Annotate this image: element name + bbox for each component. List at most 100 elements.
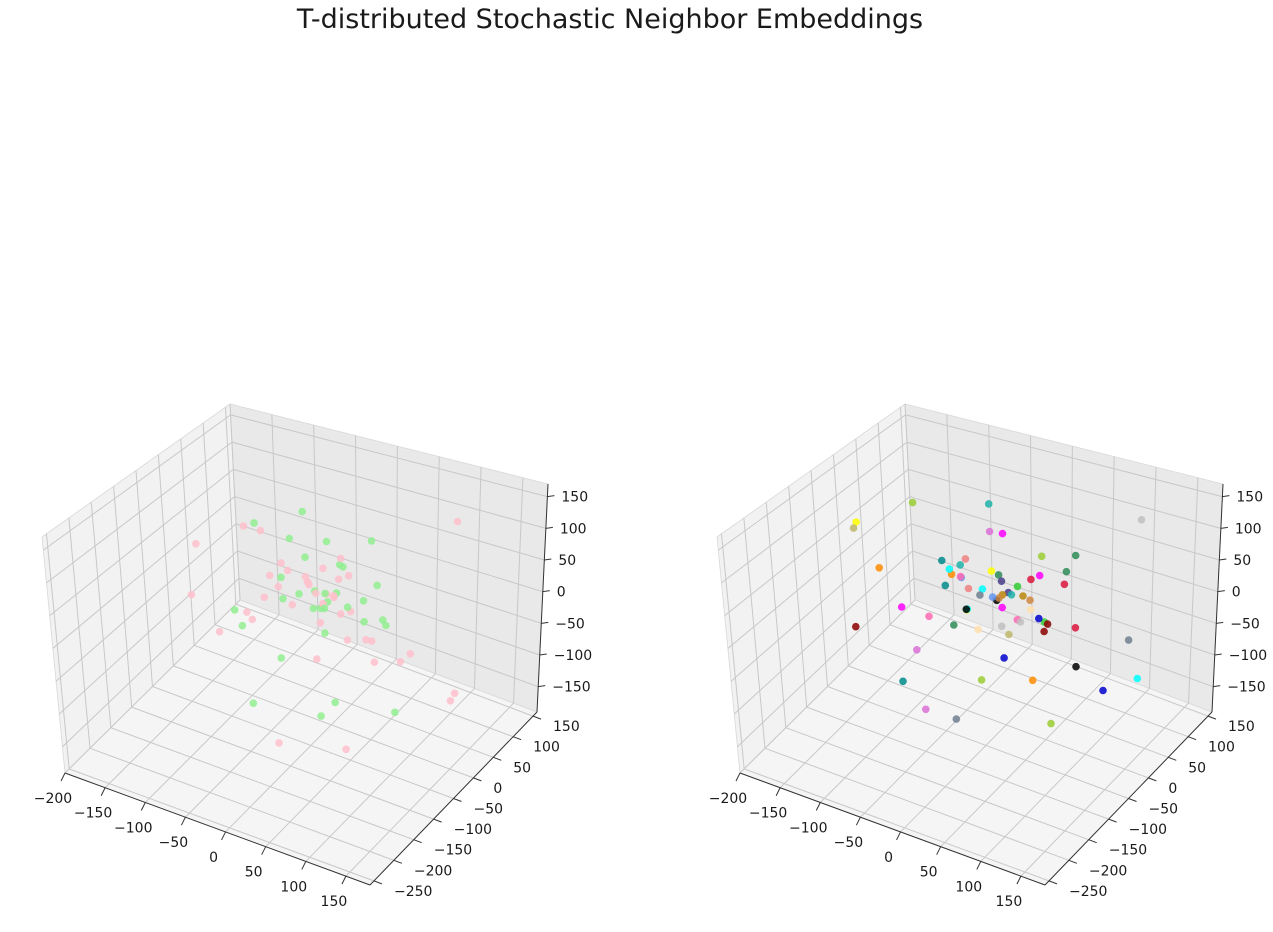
y-tick-mark bbox=[473, 777, 482, 782]
z-grid-back bbox=[231, 441, 546, 529]
z-tick-label: −100 bbox=[554, 648, 592, 664]
y-tick-label: 100 bbox=[1208, 740, 1235, 756]
y-tick-label: 50 bbox=[1188, 760, 1206, 776]
y-tick-label: −50 bbox=[474, 802, 504, 818]
x-tick-label: −50 bbox=[834, 835, 864, 851]
scatter-point bbox=[994, 571, 1003, 579]
z-tick-label: 0 bbox=[557, 585, 566, 601]
scatter-point bbox=[330, 593, 338, 602]
z-tick-label: −50 bbox=[555, 616, 585, 632]
scatter-point bbox=[1019, 592, 1027, 600]
z-tick-label: −150 bbox=[552, 680, 590, 696]
scatter-point bbox=[998, 529, 1007, 538]
y-grid-floor bbox=[848, 665, 1149, 779]
z-tick-label: −100 bbox=[1229, 648, 1267, 664]
y-grid-floor bbox=[743, 768, 1050, 882]
scatter-point bbox=[248, 615, 257, 624]
scatter-point bbox=[952, 715, 961, 723]
y-grid-wall bbox=[135, 470, 153, 687]
z-tick-label: 100 bbox=[560, 521, 587, 537]
scatter-point bbox=[339, 563, 347, 571]
scatter-point bbox=[313, 655, 321, 663]
scatter-point bbox=[998, 603, 1006, 612]
scatter-point bbox=[987, 567, 996, 575]
scatter-point bbox=[1007, 591, 1016, 599]
scatter-point bbox=[319, 564, 327, 573]
z-grid-back bbox=[909, 496, 1218, 593]
y-grid-wall bbox=[877, 422, 891, 625]
scatter-point bbox=[925, 612, 933, 621]
y-tick-mark bbox=[1168, 756, 1177, 761]
y-grid-floor bbox=[110, 727, 414, 841]
x-tick-mark bbox=[60, 772, 66, 782]
scatter-point bbox=[239, 522, 248, 530]
y-grid-wall bbox=[225, 407, 237, 605]
y-grid-floor bbox=[235, 603, 534, 717]
y-grid-floor bbox=[910, 603, 1209, 717]
z-tick-mark bbox=[545, 526, 553, 529]
scatter-point bbox=[988, 593, 997, 601]
scatter-point bbox=[331, 698, 340, 707]
scatter-point bbox=[997, 622, 1006, 631]
scatter-point bbox=[852, 518, 860, 526]
z-tick-mark bbox=[1222, 495, 1230, 498]
scatter-point bbox=[1035, 614, 1043, 623]
scatter-point bbox=[343, 636, 352, 644]
scatter-point bbox=[305, 580, 313, 589]
y-tick-label: 50 bbox=[513, 760, 531, 776]
scatter-point bbox=[277, 573, 285, 582]
z-grid-left bbox=[58, 550, 238, 715]
scatter-point bbox=[301, 572, 310, 581]
scatter-point bbox=[1072, 662, 1080, 671]
scatter-point bbox=[1035, 571, 1044, 580]
y-tick-label: −250 bbox=[394, 884, 432, 900]
y-grid-floor bbox=[806, 706, 1109, 820]
y-grid-wall bbox=[743, 517, 766, 749]
scatter-point bbox=[396, 658, 405, 666]
y-grid-wall bbox=[788, 486, 808, 708]
y-tick-mark bbox=[493, 756, 502, 761]
y-tick-label: −150 bbox=[1109, 843, 1147, 859]
scatter-point bbox=[1071, 551, 1080, 560]
z-tick-label: 50 bbox=[1233, 553, 1251, 569]
z-grid-back bbox=[238, 577, 539, 688]
scatter-point bbox=[336, 610, 345, 618]
scatter-point bbox=[283, 566, 292, 575]
x-tick-label: −150 bbox=[749, 806, 787, 822]
z-tick-mark bbox=[538, 685, 546, 688]
figure-title: T-distributed Stochastic Neighbor Embedd… bbox=[296, 4, 924, 35]
scatter-point bbox=[298, 507, 307, 516]
x-axis-line bbox=[64, 772, 371, 886]
y-tick-label: −200 bbox=[414, 863, 452, 879]
x-tick-mark bbox=[261, 846, 267, 855]
scatter-point bbox=[964, 584, 973, 593]
scatter-point bbox=[1040, 627, 1048, 636]
x-grid-wall bbox=[271, 414, 280, 615]
scatter-point bbox=[1037, 552, 1046, 561]
x-tick-mark bbox=[855, 816, 861, 826]
y-grid-floor bbox=[193, 644, 494, 758]
scatter-point bbox=[1013, 582, 1022, 591]
z-grid-back bbox=[908, 468, 1220, 561]
scatter-point bbox=[360, 618, 368, 626]
y-grid-wall bbox=[45, 533, 70, 769]
z-tick-mark bbox=[1219, 558, 1227, 561]
scatter-point bbox=[344, 572, 353, 580]
scatter-point bbox=[320, 604, 329, 613]
z-grid-left bbox=[52, 496, 236, 649]
scatter-point bbox=[343, 603, 352, 611]
y-grid-wall bbox=[765, 502, 787, 728]
z-tick-mark bbox=[542, 590, 550, 593]
y-tick-label: 100 bbox=[533, 740, 560, 756]
x-tick-label: −50 bbox=[159, 835, 189, 851]
scatter-point bbox=[321, 629, 329, 637]
y-grid-wall bbox=[68, 517, 91, 749]
x-tick-mark bbox=[896, 831, 901, 841]
y-tick-mark bbox=[532, 715, 542, 720]
x-tick-mark bbox=[815, 802, 821, 811]
x-grid-wall bbox=[946, 414, 955, 615]
scatter-point bbox=[913, 646, 921, 654]
y-tick-mark bbox=[373, 880, 383, 885]
y-grid-wall bbox=[90, 502, 112, 728]
z-grid-left bbox=[737, 577, 915, 748]
